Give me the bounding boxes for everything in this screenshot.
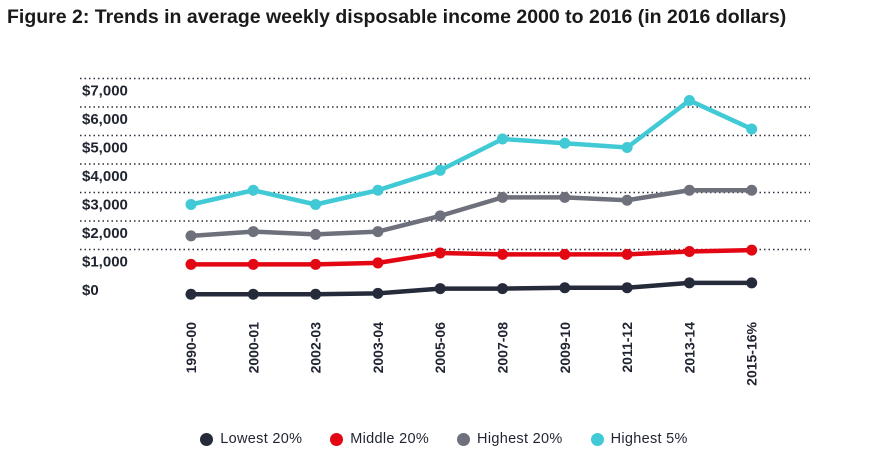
- y-tick-label: $5,000: [82, 140, 128, 157]
- legend-marker: [457, 432, 471, 446]
- y-tick-label: $4,000: [82, 168, 128, 185]
- data-point: [497, 133, 508, 145]
- data-point: [310, 228, 322, 240]
- data-point: [621, 248, 633, 260]
- data-point: [434, 164, 446, 176]
- data-point: [497, 283, 508, 295]
- data-point: [497, 191, 508, 203]
- series-line: [188, 98, 754, 207]
- data-point: [559, 137, 571, 149]
- legend-item: Lowest 20%: [200, 431, 302, 447]
- data-point: [559, 282, 571, 294]
- data-point: [310, 258, 322, 270]
- data-point: [746, 123, 758, 135]
- chart-legend: Lowest 20% Middle 20% Highest 20% Highest 5…: [0, 431, 888, 447]
- chart-title: Figure 2: Trends in average weekly dispo…: [7, 6, 787, 28]
- x-tick-label: 2003-04: [370, 322, 386, 374]
- y-tick-label: $2,000: [82, 225, 128, 242]
- data-point: [372, 287, 384, 299]
- data-point: [683, 246, 695, 258]
- data-point: [372, 184, 384, 196]
- x-tick-label: 2009-10: [557, 322, 573, 374]
- legend-marker: [590, 432, 604, 446]
- data-point: [185, 199, 197, 210]
- x-tick-label: 2013-14: [681, 322, 697, 374]
- y-tick-label: $6,000: [82, 111, 128, 128]
- data-point: [372, 226, 384, 238]
- x-tick-label: 2000-01: [245, 322, 261, 374]
- series-line: [188, 280, 754, 297]
- legend-marker: [200, 432, 214, 446]
- legend-item: Highest 5%: [590, 431, 688, 447]
- data-point: [185, 288, 197, 300]
- data-point: [247, 258, 259, 270]
- y-tick-label: $1,000: [82, 254, 128, 271]
- legend-label: Middle 20%: [350, 431, 430, 447]
- x-tick-label: 2011-12: [619, 322, 635, 373]
- data-point: [434, 283, 446, 295]
- y-tick-label: $7,000: [82, 83, 128, 100]
- data-point: [621, 194, 633, 206]
- y-tick-label: $3,000: [82, 197, 128, 214]
- data-point: [559, 248, 571, 260]
- x-tick-label: 2002-03: [308, 322, 324, 374]
- data-point: [683, 94, 695, 106]
- x-tick-label: 2005-06: [432, 322, 448, 374]
- data-point: [497, 248, 508, 260]
- data-point: [247, 226, 259, 238]
- legend-label: Highest 20%: [477, 431, 563, 447]
- data-point: [559, 191, 571, 203]
- data-point: [746, 184, 758, 196]
- x-tick-label: 1990-00: [183, 322, 199, 374]
- data-point: [746, 244, 758, 256]
- data-point: [310, 199, 322, 210]
- data-point: [372, 257, 384, 269]
- legend-item: Highest 20%: [457, 431, 563, 447]
- legend-label: Lowest 20%: [220, 431, 303, 447]
- series-line: [188, 247, 754, 267]
- legend-item: Middle 20%: [330, 431, 429, 447]
- data-point: [746, 277, 758, 289]
- data-point: [621, 282, 633, 294]
- data-point: [434, 247, 446, 259]
- legend-label: Highest 5%: [610, 431, 688, 447]
- data-point: [185, 258, 197, 270]
- data-point: [683, 277, 695, 289]
- data-point: [247, 184, 259, 196]
- x-tick-label: 2015-16%: [744, 321, 760, 385]
- data-point: [683, 184, 695, 196]
- data-point: [621, 142, 633, 153]
- y-tick-label: $0: [82, 282, 99, 299]
- data-point: [185, 230, 197, 242]
- x-tick-label: 2007-08: [495, 322, 511, 374]
- line-chart: $0 $1,000 $2,000 $3,000 $4,000 $5,000 $6,000 $7…: [80, 77, 810, 386]
- legend-marker: [330, 432, 344, 446]
- data-point: [247, 288, 259, 300]
- data-point: [310, 288, 322, 300]
- data-point: [434, 210, 446, 222]
- series-line: [188, 188, 754, 239]
